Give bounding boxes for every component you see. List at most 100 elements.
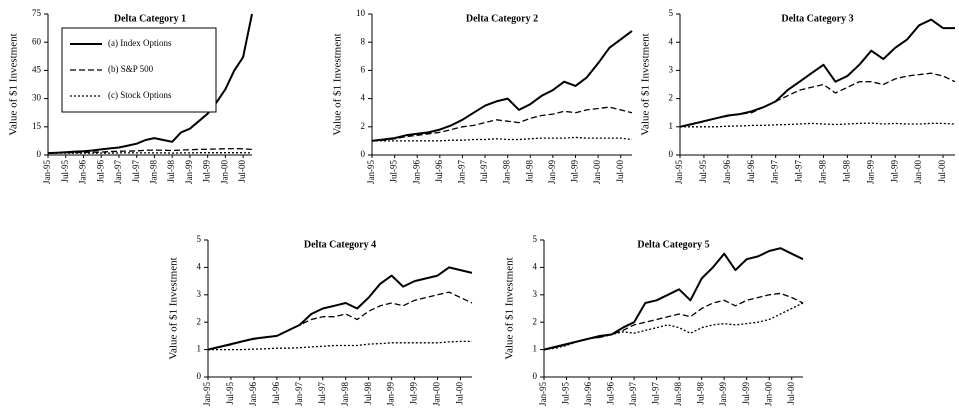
x-tick-label: Jul-95: [698, 160, 708, 183]
x-tick-label: Jan-00: [219, 160, 229, 184]
y-tick-label: 30: [32, 93, 42, 103]
x-tick-label: Jan-00: [592, 160, 602, 184]
series-line: [47, 147, 253, 154]
x-tick-label: Jan-98: [818, 160, 828, 184]
x-tick-label: Jan-97: [628, 382, 638, 406]
y-tick-label: 1: [197, 344, 202, 354]
y-axis-label: Value of $1 Investment: [332, 33, 344, 135]
x-tick-label: Jan-95: [202, 382, 212, 406]
y-tick-label: 8: [361, 36, 366, 46]
legend-label: (a) Index Options: [108, 38, 172, 48]
x-tick-label: Jan-95: [538, 382, 548, 406]
x-tick-label: Jan-96: [411, 160, 421, 184]
y-tick-label: 4: [197, 261, 202, 271]
x-tick-label: Jul-96: [95, 160, 105, 183]
y-tick-label: 4: [533, 261, 538, 271]
x-tick-label: Jul-98: [166, 160, 176, 183]
series-line: [543, 302, 804, 351]
series-line: [47, 13, 253, 155]
y-tick-label: 2: [533, 316, 538, 326]
chart-title: Delta Category 3: [781, 13, 853, 24]
x-tick-label: Jan-99: [718, 382, 728, 406]
x-tick-label: Jul-98: [524, 160, 534, 183]
y-tick-label: 4: [669, 36, 674, 46]
y-tick-label: 60: [32, 36, 42, 46]
x-tick-label: Jan-97: [294, 382, 304, 406]
y-tick-label: 3: [197, 289, 202, 299]
y-tick-label: 2: [197, 316, 202, 326]
x-tick-label: Jan-97: [770, 160, 780, 184]
series-line: [679, 72, 956, 128]
x-tick-label: Jul-98: [363, 382, 373, 405]
x-tick-label: Jul-96: [434, 160, 444, 183]
y-tick-label: 1: [533, 344, 538, 354]
series-line: [207, 266, 473, 351]
series-line: [372, 136, 633, 142]
x-tick-label: Jul-95: [561, 382, 571, 405]
series-line: [680, 122, 956, 128]
x-tick-label: Jul-96: [606, 382, 616, 405]
y-tick-label: 0: [197, 371, 202, 381]
x-tick-label: Jan-98: [502, 160, 512, 184]
y-tick-label: 0: [361, 149, 366, 159]
x-tick-label: Jan-99: [184, 160, 194, 184]
y-tick-label: 45: [32, 64, 42, 74]
chart-title: Delta Category 2: [466, 13, 538, 24]
y-tick-label: 0: [37, 149, 42, 159]
x-tick-label: Jul-00: [455, 382, 465, 405]
x-tick-label: Jul-98: [841, 160, 851, 183]
x-tick-label: Jan-97: [456, 160, 466, 184]
x-tick-label: Jan-96: [248, 382, 258, 406]
x-tick-label: Jul-99: [570, 160, 580, 183]
x-tick-label: Jul-99: [741, 382, 751, 405]
x-tick-label: Jan-00: [432, 382, 442, 406]
x-tick-label: Jul-96: [271, 382, 281, 405]
series-line: [208, 340, 472, 351]
x-tick-label: Jul-99: [202, 160, 212, 183]
x-tick-label: Jan-00: [763, 382, 773, 406]
chart-title: Delta Category 5: [637, 239, 709, 250]
series-line: [207, 291, 473, 351]
y-tick-label: 1: [669, 121, 674, 131]
y-axis-label: Value of $1 Investment: [168, 257, 180, 359]
legend-label: (c) Stock Options: [108, 90, 172, 100]
x-tick-label: Jul-98: [696, 382, 706, 405]
chart-title: Delta Category 4: [304, 239, 376, 250]
x-tick-label: Jan-99: [547, 160, 557, 184]
x-tick-label: Jul-99: [409, 382, 419, 405]
x-tick-label: Jul-97: [317, 382, 327, 405]
x-tick-label: Jan-00: [913, 160, 923, 184]
series-line: [679, 18, 955, 128]
x-tick-label: Jan-96: [583, 382, 593, 406]
x-tick-label: Jan-98: [673, 382, 683, 406]
y-tick-label: 6: [361, 64, 366, 74]
y-tick-label: 5: [669, 8, 674, 18]
x-tick-label: Jul-95: [60, 160, 70, 183]
y-tick-label: 3: [533, 289, 538, 299]
series-line: [371, 106, 633, 142]
y-tick-label: 75: [32, 8, 42, 18]
y-tick-label: 2: [361, 121, 366, 131]
x-tick-label: Jul-95: [389, 160, 399, 183]
x-tick-label: Jul-00: [786, 382, 796, 405]
x-tick-label: Jul-00: [615, 160, 625, 183]
series-line: [543, 247, 804, 351]
x-tick-label: Jul-97: [479, 160, 489, 183]
y-tick-label: 5: [197, 234, 202, 244]
y-tick-label: 2: [669, 93, 674, 103]
y-axis-label: Value of $1 Investment: [8, 33, 20, 135]
chart-title: Delta Category 1: [114, 13, 186, 24]
x-tick-label: Jan-99: [386, 382, 396, 406]
x-tick-label: Jul-96: [746, 160, 756, 183]
x-tick-label: Jan-96: [78, 160, 88, 184]
x-tick-label: Jan-98: [148, 160, 158, 184]
y-tick-label: 0: [669, 149, 674, 159]
x-tick-label: Jan-99: [865, 160, 875, 184]
y-tick-label: 10: [356, 8, 366, 18]
x-tick-label: Jan-95: [674, 160, 684, 184]
y-tick-label: 4: [361, 93, 366, 103]
x-tick-label: Jul-97: [131, 160, 141, 183]
x-tick-label: Jan-97: [113, 160, 123, 184]
x-tick-label: Jul-97: [794, 160, 804, 183]
